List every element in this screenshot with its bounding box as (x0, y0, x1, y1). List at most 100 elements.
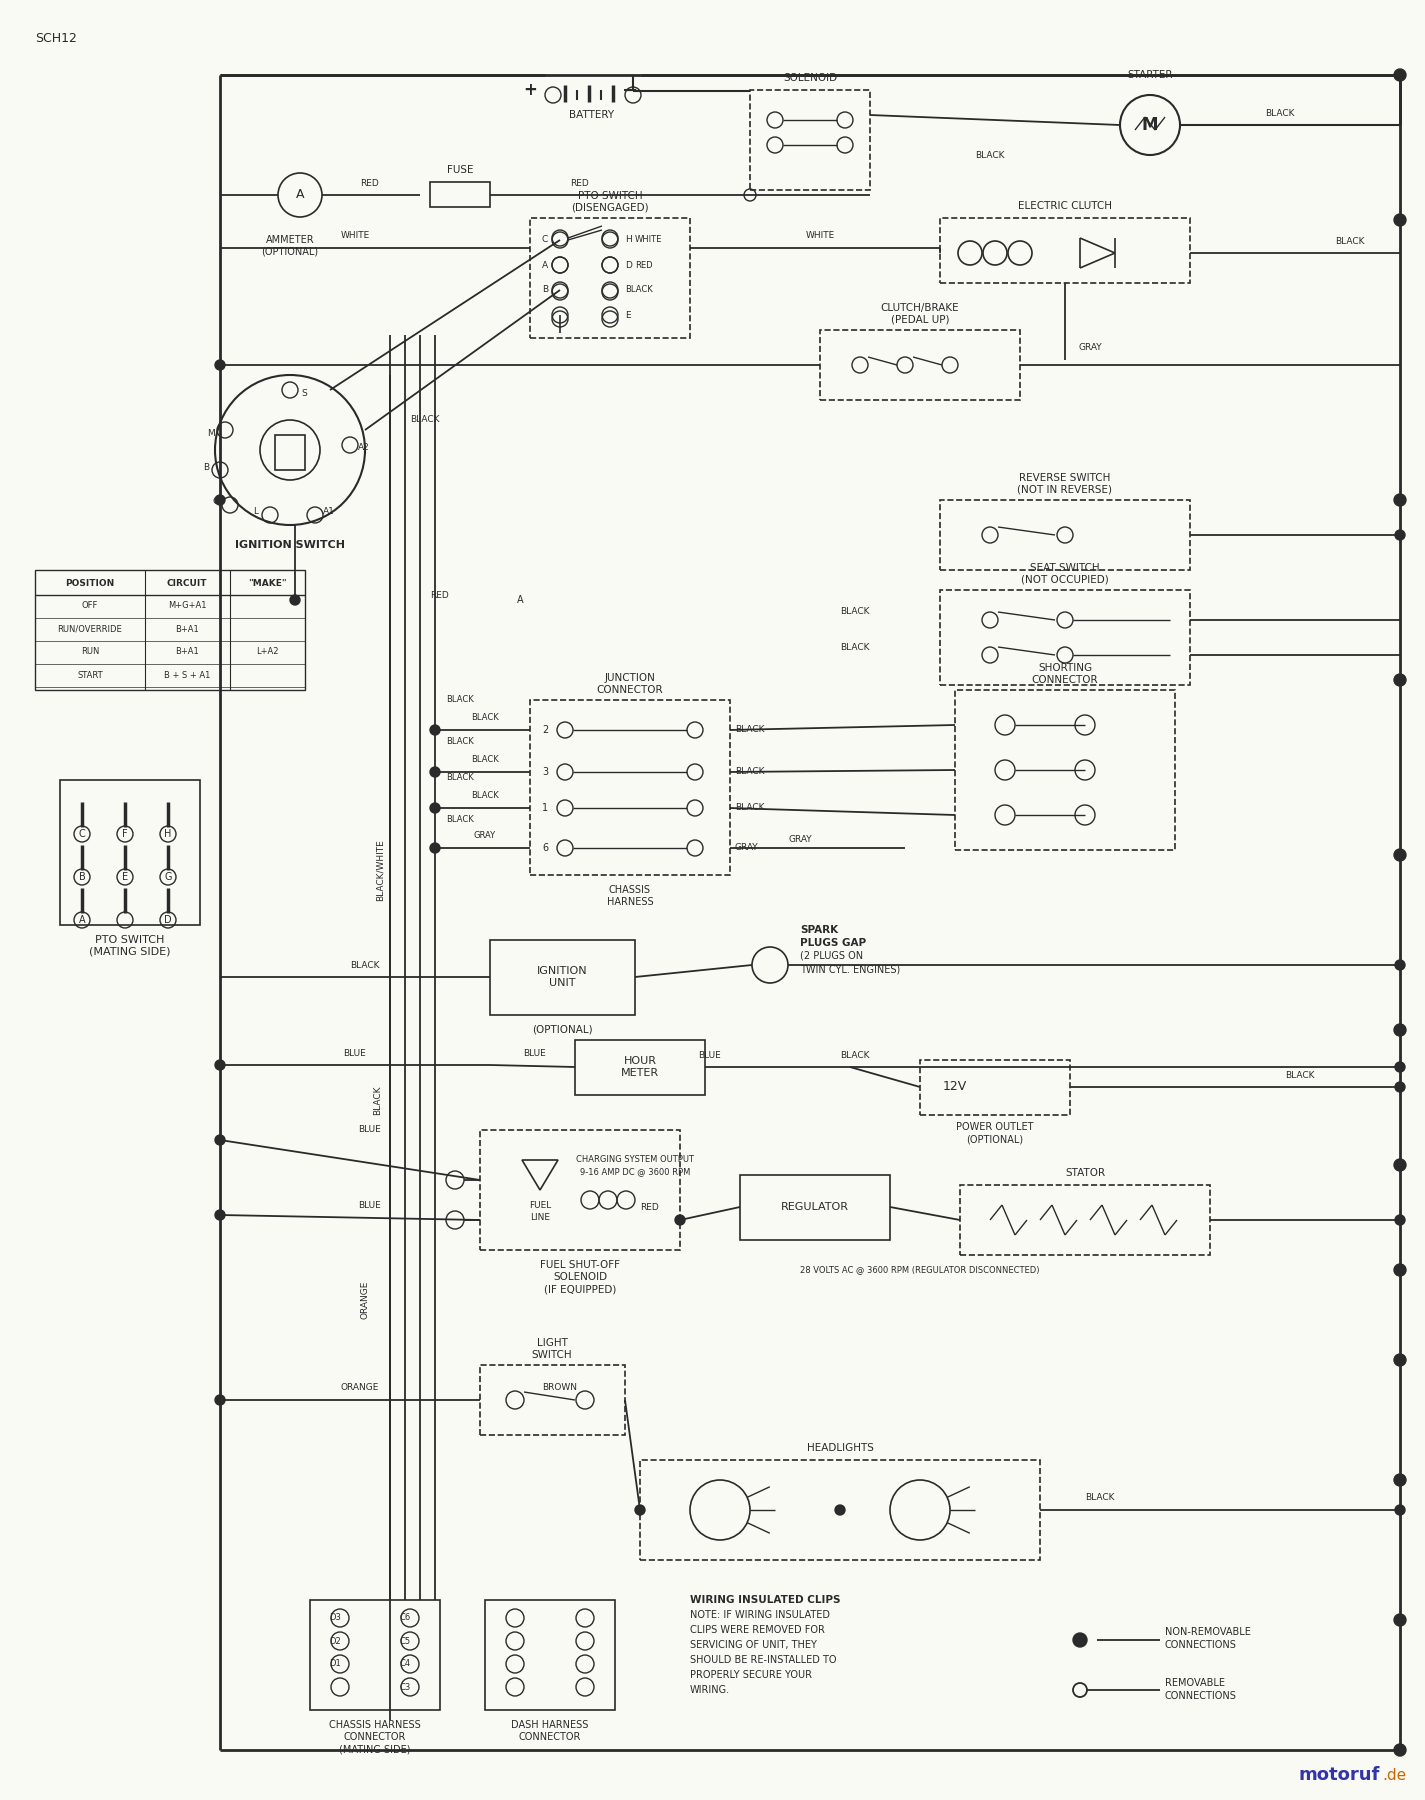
Text: BLACK/WHITE: BLACK/WHITE (376, 839, 385, 900)
Text: SHOULD BE RE-INSTALLED TO: SHOULD BE RE-INSTALLED TO (690, 1654, 836, 1665)
Text: CONNECTOR: CONNECTOR (1032, 675, 1099, 686)
Text: H: H (626, 236, 631, 245)
Text: GRAY: GRAY (735, 844, 758, 853)
Text: BLUE: BLUE (359, 1201, 382, 1210)
Text: RED: RED (361, 178, 379, 187)
Text: ELECTRIC CLUTCH: ELECTRIC CLUTCH (1017, 202, 1112, 211)
Text: BLUE: BLUE (523, 1048, 546, 1058)
Text: RED: RED (570, 178, 590, 187)
Circle shape (215, 1395, 225, 1406)
Text: (NOT IN REVERSE): (NOT IN REVERSE) (1017, 484, 1113, 495)
Text: BLACK: BLACK (446, 738, 475, 747)
Text: (2 PLUGS ON: (2 PLUGS ON (799, 950, 864, 961)
Text: BLACK: BLACK (626, 286, 653, 295)
Text: B: B (78, 871, 86, 882)
Text: .de: .de (1382, 1768, 1406, 1782)
Text: WIRING INSULATED CLIPS: WIRING INSULATED CLIPS (690, 1595, 841, 1606)
Text: (OPTIONAL): (OPTIONAL) (532, 1024, 593, 1035)
Text: GRAY: GRAY (475, 832, 496, 841)
Text: BLUE: BLUE (359, 1125, 382, 1134)
Text: D: D (164, 914, 172, 925)
Text: C6: C6 (399, 1613, 410, 1622)
Circle shape (1394, 850, 1406, 860)
Text: F: F (123, 830, 128, 839)
Text: A: A (296, 189, 305, 202)
Text: BLACK: BLACK (1335, 236, 1365, 245)
Text: D3: D3 (329, 1613, 341, 1622)
Text: A: A (517, 596, 523, 605)
Text: WHITE: WHITE (341, 232, 369, 241)
Text: FUSE: FUSE (447, 166, 473, 175)
Text: BLACK: BLACK (841, 608, 869, 616)
Text: NON-REMOVABLE: NON-REMOVABLE (1166, 1627, 1251, 1636)
Text: 1: 1 (542, 803, 549, 814)
Text: SERVICING OF UNIT, THEY: SERVICING OF UNIT, THEY (690, 1640, 817, 1651)
Bar (60, 779, 200, 925)
Text: AMMETER
(OPTIONAL): AMMETER (OPTIONAL) (261, 236, 319, 257)
Text: SOLENOID: SOLENOID (553, 1273, 607, 1282)
Bar (275, 436, 305, 470)
Text: CONNECTIONS: CONNECTIONS (1166, 1690, 1237, 1701)
Text: E: E (123, 871, 128, 882)
Text: 3: 3 (542, 767, 549, 778)
Text: PLUGS GAP: PLUGS GAP (799, 938, 866, 949)
Text: BLACK: BLACK (735, 725, 764, 734)
Text: BLACK: BLACK (446, 774, 475, 783)
Text: (IF EQUIPPED): (IF EQUIPPED) (544, 1283, 616, 1294)
Circle shape (1395, 1062, 1405, 1073)
Text: OFF: OFF (81, 601, 98, 610)
Text: FUEL: FUEL (529, 1201, 551, 1210)
Bar (955, 689, 1176, 850)
Text: BLACK: BLACK (841, 644, 869, 653)
Text: B: B (202, 463, 209, 472)
Text: RED: RED (636, 261, 653, 270)
Text: RUN: RUN (81, 648, 100, 657)
Bar (311, 1600, 440, 1710)
Bar (430, 182, 490, 207)
Circle shape (291, 596, 301, 605)
Text: STATOR: STATOR (1064, 1168, 1104, 1177)
Text: 6: 6 (542, 842, 549, 853)
Text: RUN/OVERRIDE: RUN/OVERRIDE (57, 625, 123, 634)
Text: BLACK: BLACK (472, 756, 499, 765)
Circle shape (1394, 214, 1406, 227)
Bar (640, 1460, 1040, 1561)
Bar (490, 940, 636, 1015)
Text: CHARGING SYSTEM OUTPUT: CHARGING SYSTEM OUTPUT (576, 1156, 694, 1165)
Bar (819, 329, 1020, 400)
Circle shape (430, 803, 440, 814)
Text: M: M (207, 428, 215, 437)
Text: CONNECTIONS: CONNECTIONS (1166, 1640, 1237, 1651)
Circle shape (1395, 1215, 1405, 1226)
Text: WHITE: WHITE (636, 236, 663, 245)
Text: BLACK: BLACK (373, 1085, 382, 1114)
Text: 28 VOLTS AC @ 3600 RPM (REGULATOR DISCONNECTED): 28 VOLTS AC @ 3600 RPM (REGULATOR DISCON… (801, 1265, 1040, 1274)
Text: WIRING.: WIRING. (690, 1685, 730, 1696)
Text: BLACK: BLACK (735, 803, 764, 812)
Circle shape (1394, 1615, 1406, 1625)
Circle shape (1395, 959, 1405, 970)
Text: PROPERLY SECURE YOUR: PROPERLY SECURE YOUR (690, 1670, 812, 1679)
Text: CHASSIS: CHASSIS (608, 886, 651, 895)
Circle shape (1394, 1264, 1406, 1276)
Circle shape (430, 842, 440, 853)
Text: GRAY: GRAY (788, 835, 812, 844)
Circle shape (215, 1136, 225, 1145)
Circle shape (1394, 1474, 1406, 1487)
Text: WHITE: WHITE (805, 232, 835, 241)
Text: TWIN CYL. ENGINES): TWIN CYL. ENGINES) (799, 965, 901, 974)
Text: BLACK: BLACK (410, 416, 440, 425)
Bar (960, 1184, 1210, 1255)
Text: POWER OUTLET: POWER OUTLET (956, 1121, 1033, 1132)
Text: BATTERY: BATTERY (570, 110, 614, 121)
Text: LINE: LINE (530, 1213, 550, 1222)
Text: BROWN: BROWN (543, 1384, 577, 1393)
Circle shape (430, 725, 440, 734)
Text: POSITION: POSITION (66, 578, 114, 587)
Text: SPARK: SPARK (799, 925, 838, 934)
Text: CLUTCH/BRAKE: CLUTCH/BRAKE (881, 302, 959, 313)
Text: HOUR
METER: HOUR METER (621, 1057, 658, 1078)
Circle shape (1394, 1744, 1406, 1757)
Text: CHASSIS HARNESS: CHASSIS HARNESS (329, 1721, 420, 1730)
Text: H: H (164, 830, 171, 839)
